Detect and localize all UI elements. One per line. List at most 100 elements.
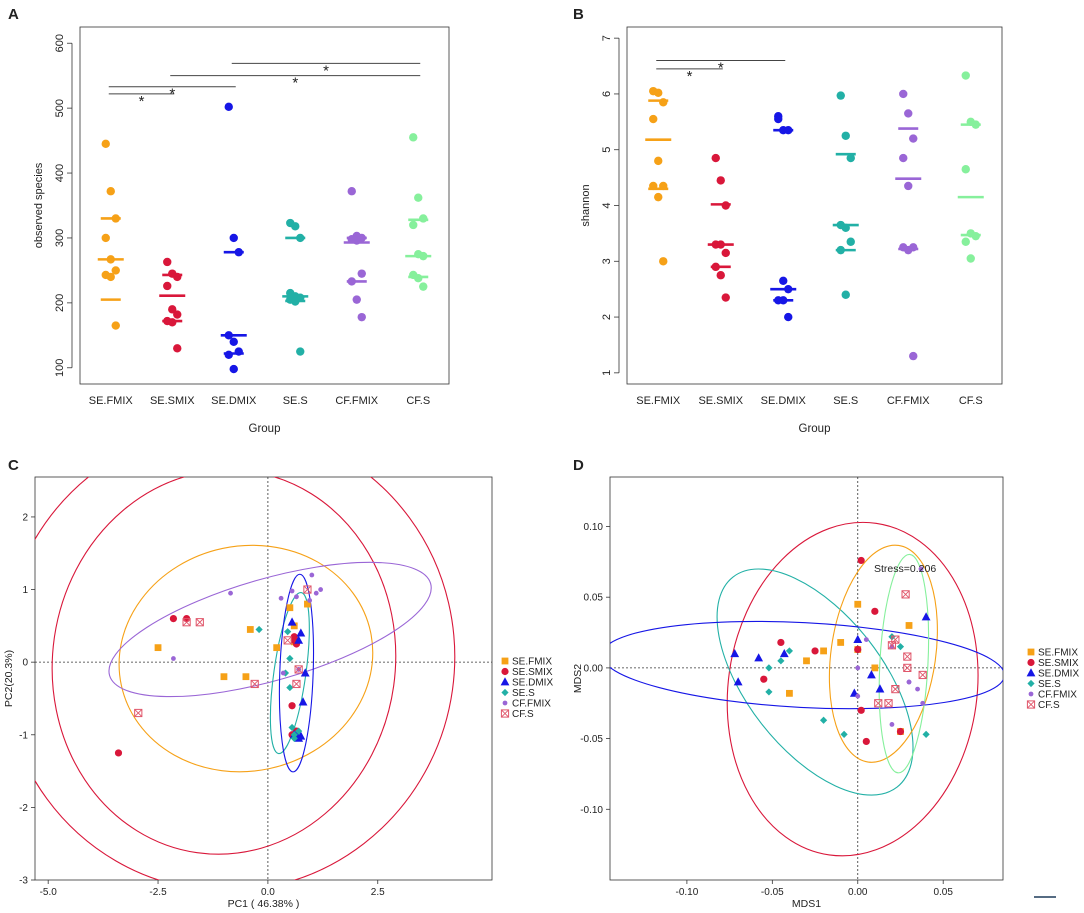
- data-point: [289, 588, 295, 594]
- x-axis-label: MDS1: [792, 898, 821, 910]
- data-point: [903, 663, 912, 672]
- data-point: [854, 600, 862, 608]
- data-point: [134, 708, 143, 718]
- confidence-ellipse-SE.FMIX: [118, 544, 374, 773]
- legend-label: CF.FMIX: [512, 699, 551, 710]
- data-point: [303, 585, 312, 594]
- series-SE.DMIX: [770, 112, 797, 322]
- data-point: [182, 618, 191, 627]
- data-point: [286, 683, 294, 692]
- data-point: [242, 673, 250, 681]
- data-point: [229, 364, 238, 374]
- data-point: [786, 689, 793, 697]
- series-CF.FMIX: [343, 187, 370, 322]
- data-point: [171, 656, 176, 661]
- significance-star: *: [323, 62, 329, 79]
- y-axis-label: MDS2: [572, 664, 584, 693]
- series-SE.S: [282, 218, 309, 356]
- data-point: [294, 665, 303, 674]
- data-point: [871, 664, 879, 672]
- data-point: [101, 139, 110, 149]
- x-axis-label: Group: [249, 423, 281, 435]
- plot-area: [610, 477, 1003, 880]
- data-point-cross: [283, 636, 292, 645]
- x-tick-label: -2.5: [149, 887, 167, 898]
- data-point: [716, 271, 725, 280]
- confidence-ellipse-SE.SMIX: [35, 477, 456, 880]
- data-point: [730, 648, 740, 658]
- plot-frame: [79, 26, 450, 385]
- data-point: [855, 665, 861, 671]
- data-point-box: [294, 665, 303, 674]
- data-point: [889, 644, 895, 650]
- legend-marker-SE.S: [1027, 679, 1035, 688]
- data-point: [884, 699, 893, 708]
- data-point: [195, 618, 204, 627]
- legend-label: SE.S: [512, 688, 535, 699]
- y-tick-label: 400: [54, 164, 66, 182]
- series-SE.DMIX: [220, 102, 247, 374]
- data-point: [966, 254, 975, 263]
- data-point-cross: [884, 699, 893, 708]
- data-point: [294, 594, 299, 600]
- panel-b-dot-plot: 1 2 3 4 5 6 7 shannon SE.FMIX SE.SMIX SE.DMIX SE.S C…: [580, 26, 1003, 435]
- x-tick-label: 0.00: [848, 887, 868, 898]
- legend-marker-CF.FMIX: [502, 700, 508, 706]
- series-SE.S: [832, 91, 859, 299]
- series-SE.SMIX: [760, 556, 905, 746]
- data-point: [840, 730, 848, 738]
- y-tick-label: 4: [601, 202, 613, 208]
- data-point: [357, 269, 366, 278]
- data-point: [961, 165, 970, 174]
- plot-area: [35, 477, 492, 880]
- data-point: [294, 635, 304, 644]
- plot-frame: [34, 476, 493, 881]
- significance-star: *: [139, 93, 145, 110]
- data-point: [654, 192, 663, 202]
- data-point: [863, 637, 869, 643]
- x-tick-label: -5.0: [40, 887, 58, 898]
- data-point: [106, 187, 115, 196]
- data-point: [295, 727, 303, 735]
- x-tick-label: -0.10: [675, 887, 698, 898]
- legend-label: SE.SMIX: [1038, 658, 1079, 669]
- data-point: [111, 266, 120, 275]
- data-point-cross: [874, 699, 883, 708]
- x-category-label: CF.S: [959, 395, 983, 407]
- series-CF.FMIX: [171, 572, 324, 676]
- data-point: [284, 628, 292, 636]
- data-point: [721, 248, 730, 258]
- data-point: [290, 622, 298, 630]
- panel-letter-c: C: [8, 457, 19, 474]
- data-point: [853, 634, 863, 644]
- panel-letter-d: D: [573, 457, 584, 474]
- confidence-ellipse-SE.S: [269, 591, 310, 755]
- data-point: [304, 600, 311, 608]
- data-point: [278, 595, 284, 601]
- data-point: [922, 730, 930, 738]
- series-SE.DMIX: [730, 612, 931, 697]
- legend-marker-CF.S-box: [500, 709, 510, 718]
- y-tick-label: 0: [22, 658, 28, 669]
- data-point-box: [182, 618, 191, 627]
- series-SE.S: [765, 633, 930, 738]
- series-CF.S: [874, 590, 927, 708]
- data-point: [347, 187, 356, 196]
- x-category-label: SE.S: [833, 395, 858, 407]
- series-SE.S: [255, 625, 303, 743]
- data-point: [111, 321, 120, 330]
- data-point: [711, 153, 720, 163]
- data-point-box: [901, 590, 910, 599]
- series-SE.FMIX: [786, 600, 913, 735]
- y-tick-label: 0.00: [584, 663, 604, 674]
- legend-label: SE.DMIX: [1038, 669, 1079, 680]
- data-point: [733, 677, 743, 686]
- data-point: [298, 697, 308, 706]
- data-point: [287, 617, 297, 626]
- data-point-box: [903, 652, 912, 661]
- data-point-box: [874, 699, 883, 708]
- data-point-cross: [891, 685, 900, 694]
- data-point: [904, 181, 913, 191]
- y-tick-label: 200: [54, 294, 66, 312]
